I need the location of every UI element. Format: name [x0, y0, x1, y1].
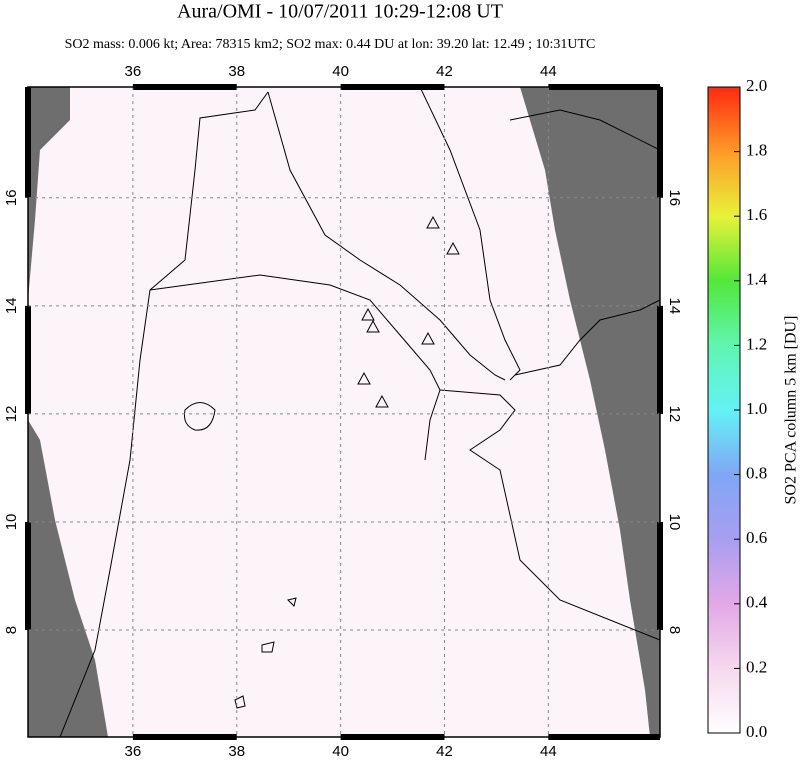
colorbar-label: SO2 PCA column 5 km [DU]: [783, 316, 800, 505]
x-tick-label: 36: [125, 743, 142, 759]
colorbar-tick-label: 2.0: [746, 76, 767, 95]
no-data-swath: [28, 420, 108, 737]
x-tick-label: 38: [228, 743, 245, 759]
x-tick-label: 38: [228, 63, 245, 80]
no-data-swath: [520, 87, 660, 737]
colorbar-tick-label: 0.8: [746, 464, 767, 483]
colorbar-tick-label: 1.2: [746, 334, 767, 353]
colorbar-tick-label: 1.8: [746, 141, 767, 160]
map-frame: [27, 86, 661, 738]
y-tick-label: 16: [3, 189, 20, 206]
y-tick-label: 8: [3, 626, 20, 634]
y-tick-label: 14: [3, 297, 20, 314]
colorbar-tick-label: 1.4: [746, 270, 768, 289]
x-tick-label: 44: [540, 743, 557, 759]
y-tick-label: 10: [3, 514, 20, 531]
x-tick-label: 42: [436, 63, 453, 80]
y-tick-label: 10: [666, 514, 683, 531]
y-tick-label: 8: [666, 626, 683, 634]
colorbar-tick-label: 0.0: [746, 722, 767, 741]
x-tick-label: 40: [332, 743, 349, 759]
coastlines: [59, 87, 660, 737]
x-tick-label: 36: [125, 63, 142, 80]
colorbar-tick-label: 1.0: [746, 399, 767, 418]
x-tick-label: 40: [332, 63, 349, 80]
y-tick-label: 16: [666, 189, 683, 206]
colorbar-tick-label: 0.6: [746, 528, 767, 547]
y-tick-label: 12: [666, 406, 683, 423]
no-data-swath: [28, 87, 70, 300]
colorbar-tick-label: 0.2: [746, 657, 767, 676]
x-tick-label: 42: [436, 743, 453, 759]
y-tick-label: 12: [3, 406, 20, 423]
x-tick-label: 44: [540, 63, 557, 80]
map-area: [28, 87, 660, 737]
subtitle: SO2 mass: 0.006 kt; Area: 78315 km2; SO2…: [65, 37, 596, 52]
colorbar-tick-label: 0.4: [746, 593, 768, 612]
y-tick-label: 14: [666, 297, 683, 314]
colorbar-tick-label: 1.6: [746, 205, 767, 224]
title: Aura/OMI - 10/07/2011 10:29-12:08 UT: [177, 1, 503, 23]
volcano-markers: [357, 215, 460, 408]
